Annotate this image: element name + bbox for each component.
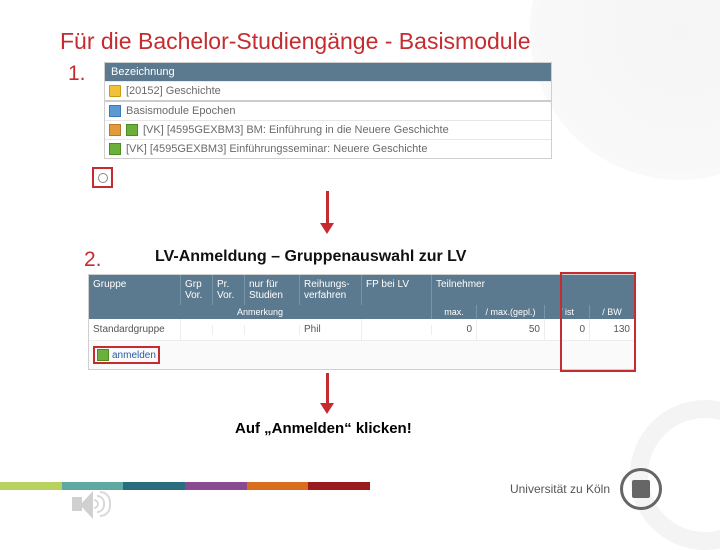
tree-row-course-1[interactable]: [VK] [4595GEXBM3] BM: Einführung in die …: [105, 120, 551, 139]
footer-logo: Universität zu Köln: [510, 468, 662, 510]
status-icon: [109, 143, 121, 155]
select-radio-highlight: [92, 167, 113, 188]
tree-label: [VK] [4595GEXBM3] Einführungsseminar: Ne…: [126, 143, 427, 155]
cell-max: 0: [432, 319, 477, 340]
cell-reih: Phil: [300, 319, 362, 340]
folder-icon: [109, 85, 121, 97]
col-fp: FP bei LV: [362, 275, 432, 305]
col-grpvor: Grp Vor.: [181, 275, 213, 305]
course-icon: [109, 124, 121, 136]
cell-grpvor: [181, 325, 213, 335]
module-icon: [109, 105, 121, 117]
tree-label: Basismodule Epochen: [126, 105, 235, 117]
status-icon: [126, 124, 138, 136]
tree-row-module-group[interactable]: Basismodule Epochen: [105, 100, 551, 120]
table-row: Standardgruppe Phil 0 50 0 130: [89, 319, 635, 340]
group-table: Gruppe Grp Vor. Pr. Vor. nur für Studien…: [88, 274, 636, 370]
col-prvor: Pr. Vor.: [213, 275, 245, 305]
course-tree-panel: Bezeichnung [20152] Geschichte Basismodu…: [104, 62, 552, 159]
sub-max: max.: [432, 305, 477, 319]
page-title: Für die Bachelor-Studiengänge - Basismod…: [60, 28, 672, 55]
sub-maxg: / max.(gepl.): [477, 305, 545, 319]
col-nur: nur für Studien: [245, 275, 300, 305]
tree-row-course-2[interactable]: [VK] [4595GEXBM3] Einführungsseminar: Ne…: [105, 139, 551, 158]
cell-nur: [245, 325, 300, 335]
step-number-2: 2.: [84, 248, 102, 272]
check-icon: [97, 349, 109, 361]
audio-icon[interactable]: [70, 488, 110, 522]
arrow-down-1: [320, 191, 334, 234]
step-number-1: 1.: [68, 62, 86, 86]
cell-fp: [362, 325, 432, 335]
cell-prvor: [213, 325, 245, 335]
col-reih: Reihungs-verfahren: [300, 275, 362, 305]
tree-row-faculty[interactable]: [20152] Geschichte: [105, 81, 551, 100]
slide-content: Für die Bachelor-Studiengänge - Basismod…: [0, 0, 720, 55]
register-row: anmelden: [89, 340, 635, 369]
col-anmerkung: Anmerkung: [89, 305, 432, 319]
instruction-text: Auf „Anmelden“ klicken!: [235, 420, 412, 437]
col-gruppe: Gruppe: [89, 275, 181, 305]
tree-label: [VK] [4595GEXBM3] BM: Einführung in die …: [143, 124, 449, 136]
arrow-down-2: [320, 373, 334, 414]
university-seal-icon: [620, 468, 662, 510]
group-selection-heading: LV-Anmeldung – Gruppenauswahl zur LV: [155, 248, 466, 266]
cell-maxg: 50: [477, 319, 545, 340]
cell-gruppe: Standardgruppe: [89, 319, 181, 340]
anmelden-link[interactable]: anmelden: [112, 350, 156, 361]
footer-color-stripe: [0, 482, 370, 490]
anmelden-highlight: anmelden: [93, 346, 160, 364]
tree-label: [20152] Geschichte: [126, 85, 221, 97]
radio-icon[interactable]: [98, 173, 108, 183]
maxgepl-highlight: [560, 272, 636, 372]
tree-header: Bezeichnung: [105, 63, 551, 81]
table-header-row: Gruppe Grp Vor. Pr. Vor. nur für Studien…: [89, 275, 635, 305]
table-subheader-row: Anmerkung max. / max.(gepl.) / ist / BW: [89, 305, 635, 319]
group-label: Standardgruppe: [93, 324, 165, 335]
university-name: Universität zu Köln: [510, 482, 610, 496]
